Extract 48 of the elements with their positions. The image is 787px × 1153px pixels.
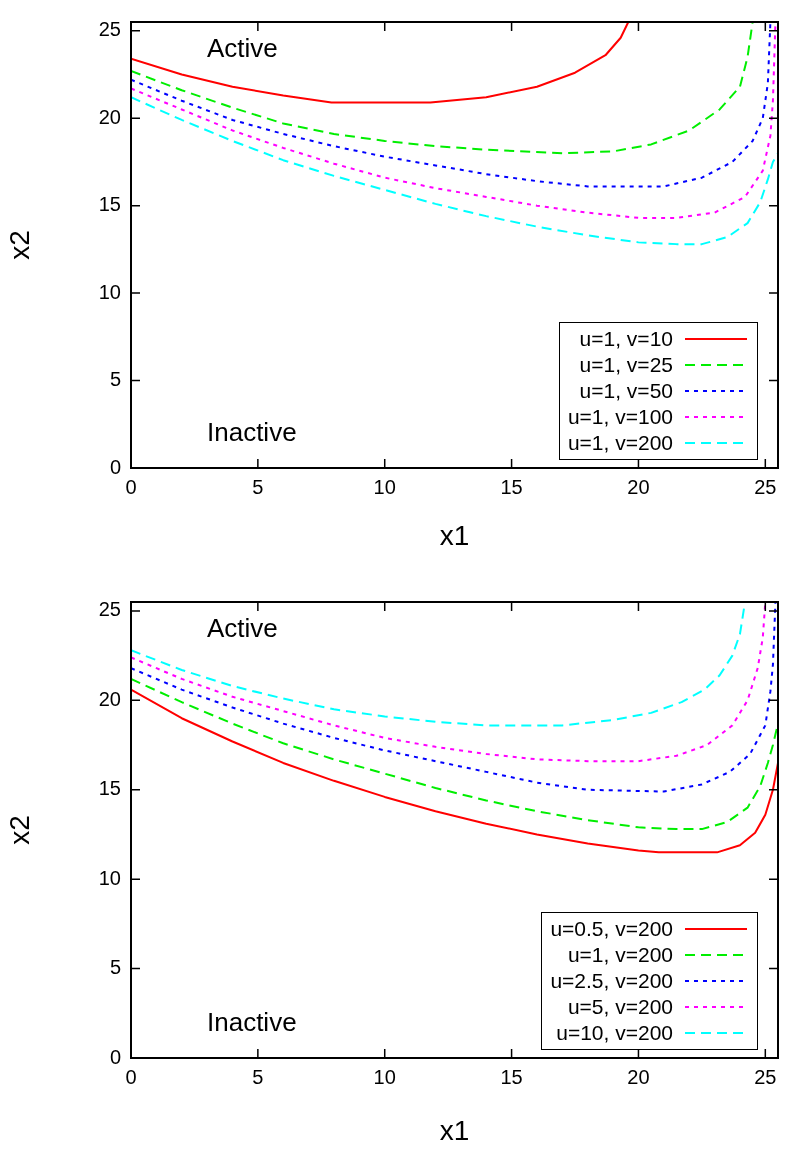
x-tick-label: 0 — [125, 475, 137, 498]
annotation: Inactive — [207, 417, 297, 448]
y-tick-label: 0 — [109, 1045, 121, 1068]
y-tick-label: 10 — [98, 280, 121, 303]
legend-label: u=1, v=10 — [579, 326, 673, 352]
x-tick-label: 5 — [252, 475, 264, 498]
x-tick-label: 10 — [373, 475, 396, 498]
x-tick-label: 25 — [754, 1065, 777, 1088]
line-series — [131, 602, 777, 793]
legend-label: u=1, v=200 — [567, 430, 673, 456]
line-series — [131, 96, 778, 246]
x-tick-label: 15 — [500, 475, 523, 498]
x-tick-label: 10 — [373, 1065, 396, 1088]
legend-label: u=0.5, v=200 — [550, 916, 673, 942]
y-tick-label: 5 — [109, 956, 121, 979]
x-tick-label: 25 — [754, 475, 777, 498]
line-series — [131, 22, 754, 155]
legend-label: u=1, v=50 — [579, 378, 673, 404]
legend-label: u=1, v=25 — [579, 352, 673, 378]
annotation: Inactive — [207, 1007, 297, 1038]
y-tick-label: 25 — [98, 18, 121, 41]
y-tick-label: 15 — [98, 193, 121, 216]
legend-label: u=10, v=200 — [556, 1020, 673, 1046]
x-tick-label: 5 — [252, 1065, 264, 1088]
legend-label: u=2.5, v=200 — [550, 968, 673, 994]
y-tick-label: 20 — [98, 105, 121, 128]
x-tick-label: 20 — [627, 1065, 650, 1088]
annotation: Active — [207, 33, 278, 64]
x-tick-label: 0 — [125, 1065, 137, 1088]
y-tick-label: 25 — [98, 598, 121, 621]
y-tick-label: 0 — [109, 455, 121, 478]
line-series — [131, 22, 772, 188]
y-axis-title: x2 — [3, 815, 35, 845]
x-axis-title: x1 — [439, 1114, 470, 1146]
line-series — [131, 677, 778, 831]
y-tick-label: 10 — [98, 866, 121, 889]
y-tick-label: 20 — [98, 687, 121, 710]
x-tick-label: 20 — [627, 475, 650, 498]
line-series — [131, 602, 767, 763]
x-axis-title: x1 — [439, 519, 470, 551]
annotation: Active — [207, 613, 278, 644]
legend-label: u=1, v=200 — [567, 942, 673, 968]
legend-label: u=1, v=100 — [567, 404, 673, 430]
y-tick-label: 5 — [109, 368, 121, 391]
x-tick-label: 15 — [500, 1065, 523, 1088]
legend-label: u=5, v=200 — [567, 994, 673, 1020]
y-tick-label: 15 — [98, 777, 121, 800]
y-axis-title: x2 — [3, 230, 35, 260]
